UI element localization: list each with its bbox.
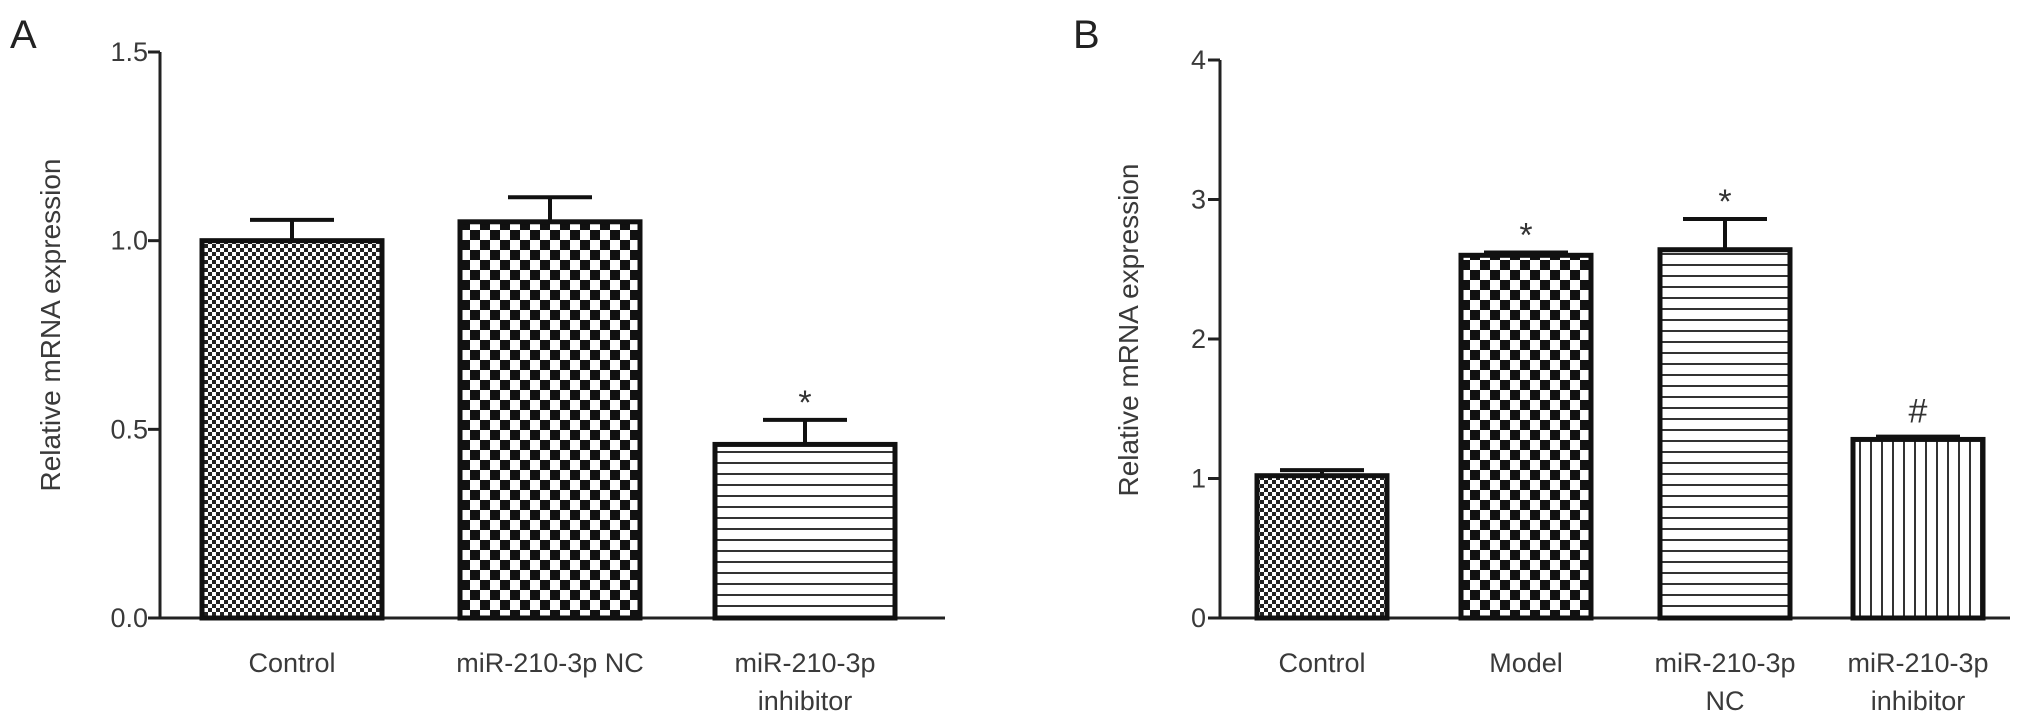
y-tick-label-b: 1 [1191, 464, 1206, 494]
significance-mark-a: * [798, 384, 811, 422]
y-tick-label-a: 0.5 [110, 414, 148, 444]
category-label-a: miR-210-3p NC [456, 648, 644, 678]
y-axis-label-b: Relative mRNA expression [1113, 163, 1144, 496]
bar-b [1657, 247, 1793, 621]
plot-area-b: 0 1 2 3 4 Control * Model * miR-210-3p NC # miR-210-… [1191, 45, 2010, 716]
y-tick-label-b: 2 [1191, 324, 1206, 354]
panel-label-b: B [1073, 13, 1100, 57]
y-tick-label-b: 4 [1191, 45, 1206, 75]
bar-a [712, 441, 898, 621]
plot-area-a: 0.0 0.5 1.0 1.5 Control miR-210-3p NC * miR-210… [110, 37, 945, 716]
y-tick-label-a: 0.0 [110, 603, 148, 633]
bar-a [199, 238, 385, 621]
panel-label-a: A [10, 13, 37, 57]
significance-mark-b: # [1909, 393, 1928, 431]
significance-mark-b: * [1718, 183, 1731, 221]
y-tick-label-a: 1.0 [110, 226, 148, 256]
significance-mark-b: * [1519, 217, 1532, 255]
category-label-b: miR-210-3p [1847, 648, 1988, 678]
bar-b [1850, 436, 1986, 621]
category-label-a: Control [248, 648, 335, 678]
chart-panel-b: B Relative mRNA expression 0 1 2 3 4 Control *… [1073, 13, 2010, 716]
bar-b [1254, 473, 1390, 621]
category-label-b: Model [1489, 648, 1563, 678]
y-tick-label-b: 0 [1191, 603, 1206, 633]
bar-b [1458, 252, 1594, 621]
bar-a [457, 219, 643, 621]
category-label-a: miR-210-3p [734, 648, 875, 678]
category-label-b: inhibitor [1871, 686, 1966, 716]
y-tick-label-b: 3 [1191, 185, 1206, 215]
y-tick-label-a: 1.5 [110, 37, 148, 67]
category-label-b: Control [1278, 648, 1365, 678]
category-label-b: NC [1706, 686, 1745, 716]
y-axis-label-a: Relative mRNA expression [35, 158, 66, 491]
category-label-a: inhibitor [758, 686, 853, 716]
chart-panel-a: A Relative mRNA expression 0.0 0.5 1.0 1.5 C… [10, 13, 945, 716]
category-label-b: miR-210-3p [1654, 648, 1795, 678]
